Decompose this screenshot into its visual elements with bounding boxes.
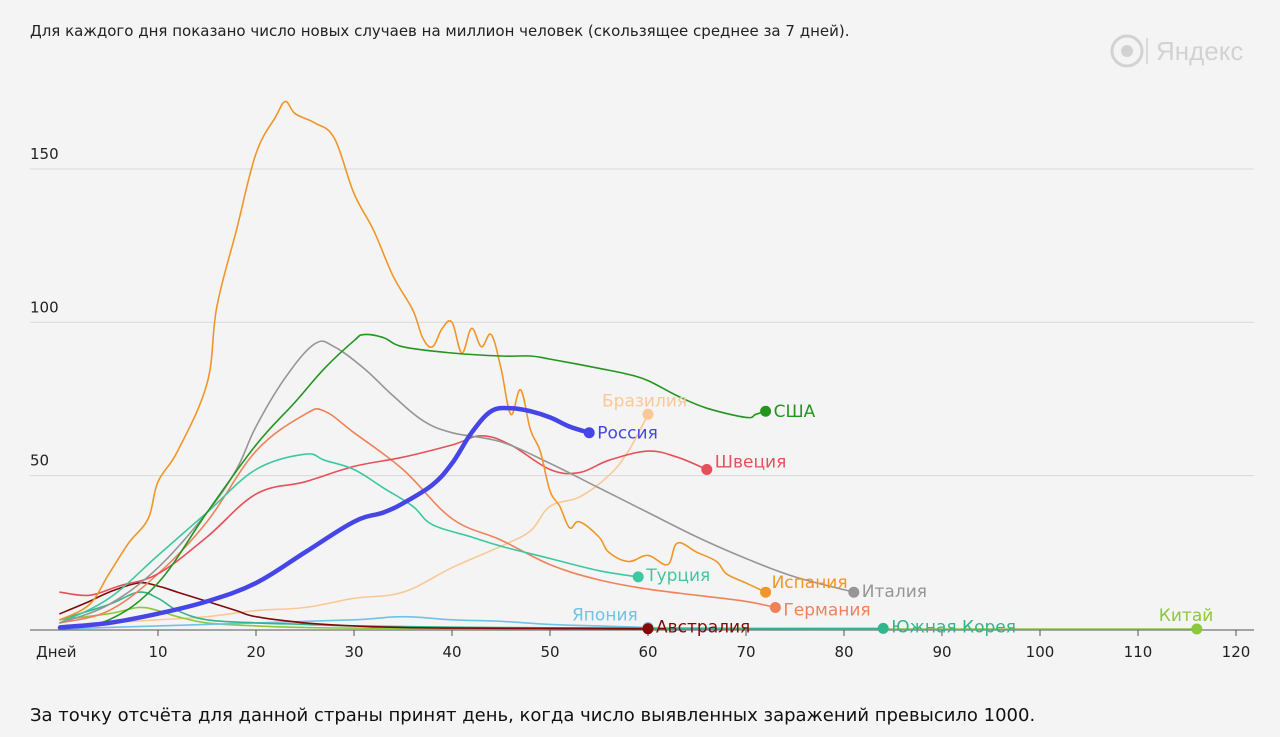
series-label-Австралия: Австралия: [656, 618, 750, 638]
x-tick-label: 60: [638, 643, 657, 661]
x-tick-label: 30: [344, 643, 363, 661]
series-label-США: США: [774, 402, 816, 422]
x-axis-label: Дней: [36, 643, 77, 661]
series-line-Япония: [59, 615, 649, 630]
series-label-Италия: Италия: [862, 582, 927, 602]
end-marker-Швеция: [701, 464, 713, 476]
x-tick-label: 50: [540, 643, 559, 661]
end-marker-Австралия: [642, 623, 654, 635]
series-line-США: [59, 333, 767, 629]
series-label-Турция: Турция: [645, 566, 710, 586]
series-line-Россия: [57, 405, 592, 630]
x-tick-label: 70: [736, 643, 755, 661]
y-tick-label: 100: [30, 298, 59, 316]
series-line-Австралия: [59, 581, 649, 630]
end-marker-Италия: [848, 586, 860, 598]
series-layer: [57, 100, 1198, 630]
series-label-Испания: Испания: [772, 573, 848, 593]
series-label-Китай: Китай: [1159, 606, 1214, 626]
end-marker-Турция: [632, 571, 644, 583]
end-marker-Германия: [769, 602, 781, 614]
yandex-logo-icon: [1110, 34, 1144, 68]
yandex-logo[interactable]: Яндекс: [1110, 34, 1243, 68]
x-tick-label: 120: [1222, 643, 1251, 661]
series-label-Швеция: Швеция: [715, 453, 787, 473]
series-line-Турция: [59, 453, 639, 624]
end-marker-Бразилия: [642, 408, 654, 420]
end-marker-Испания: [760, 586, 772, 598]
y-tick-label: 50: [30, 452, 49, 470]
series-label-Япония: Япония: [572, 605, 638, 625]
end-marker-Китай: [1191, 623, 1203, 635]
chart-footnote: За точку отсчёта для данной страны приня…: [30, 705, 1036, 726]
end-marker-США: [760, 405, 772, 417]
end-marker-Россия: [583, 427, 595, 439]
x-tick-label: 40: [442, 643, 461, 661]
series-line-Швеция: [59, 435, 708, 597]
series-line-Германия: [59, 408, 777, 624]
series-line-Южная Корея: [59, 591, 884, 630]
series-label-Россия: Россия: [597, 424, 658, 444]
x-tick-label: 80: [834, 643, 853, 661]
end-marker-Южная Корея: [877, 622, 889, 634]
logo-divider: [1146, 38, 1148, 64]
x-tick-label: 20: [246, 643, 265, 661]
series-label-Бразилия: Бразилия: [602, 391, 687, 411]
marker-layer: Бразилия США Россия Швеция Турция Испания Итал…: [572, 391, 1213, 637]
x-axis: 10 20 30 40 50 60 70 80 90 100 110 120: [30, 629, 1254, 661]
x-tick-label: 110: [1124, 643, 1153, 661]
yandex-logo-text: Яндекс: [1156, 35, 1244, 66]
series-label-Германия: Германия: [783, 601, 870, 621]
series-line-Испания: [59, 100, 767, 621]
y-tick-label: 150: [30, 145, 59, 163]
series-line-Китай: [59, 606, 1198, 630]
x-tick-label: 100: [1026, 643, 1055, 661]
x-tick-label: 10: [148, 643, 167, 661]
chart-subtitle: Для каждого дня показано число новых слу…: [30, 22, 850, 40]
series-label-Южная Корея: Южная Корея: [891, 617, 1016, 637]
x-tick-label: 90: [932, 643, 951, 661]
series-line-Италия: [59, 340, 855, 624]
